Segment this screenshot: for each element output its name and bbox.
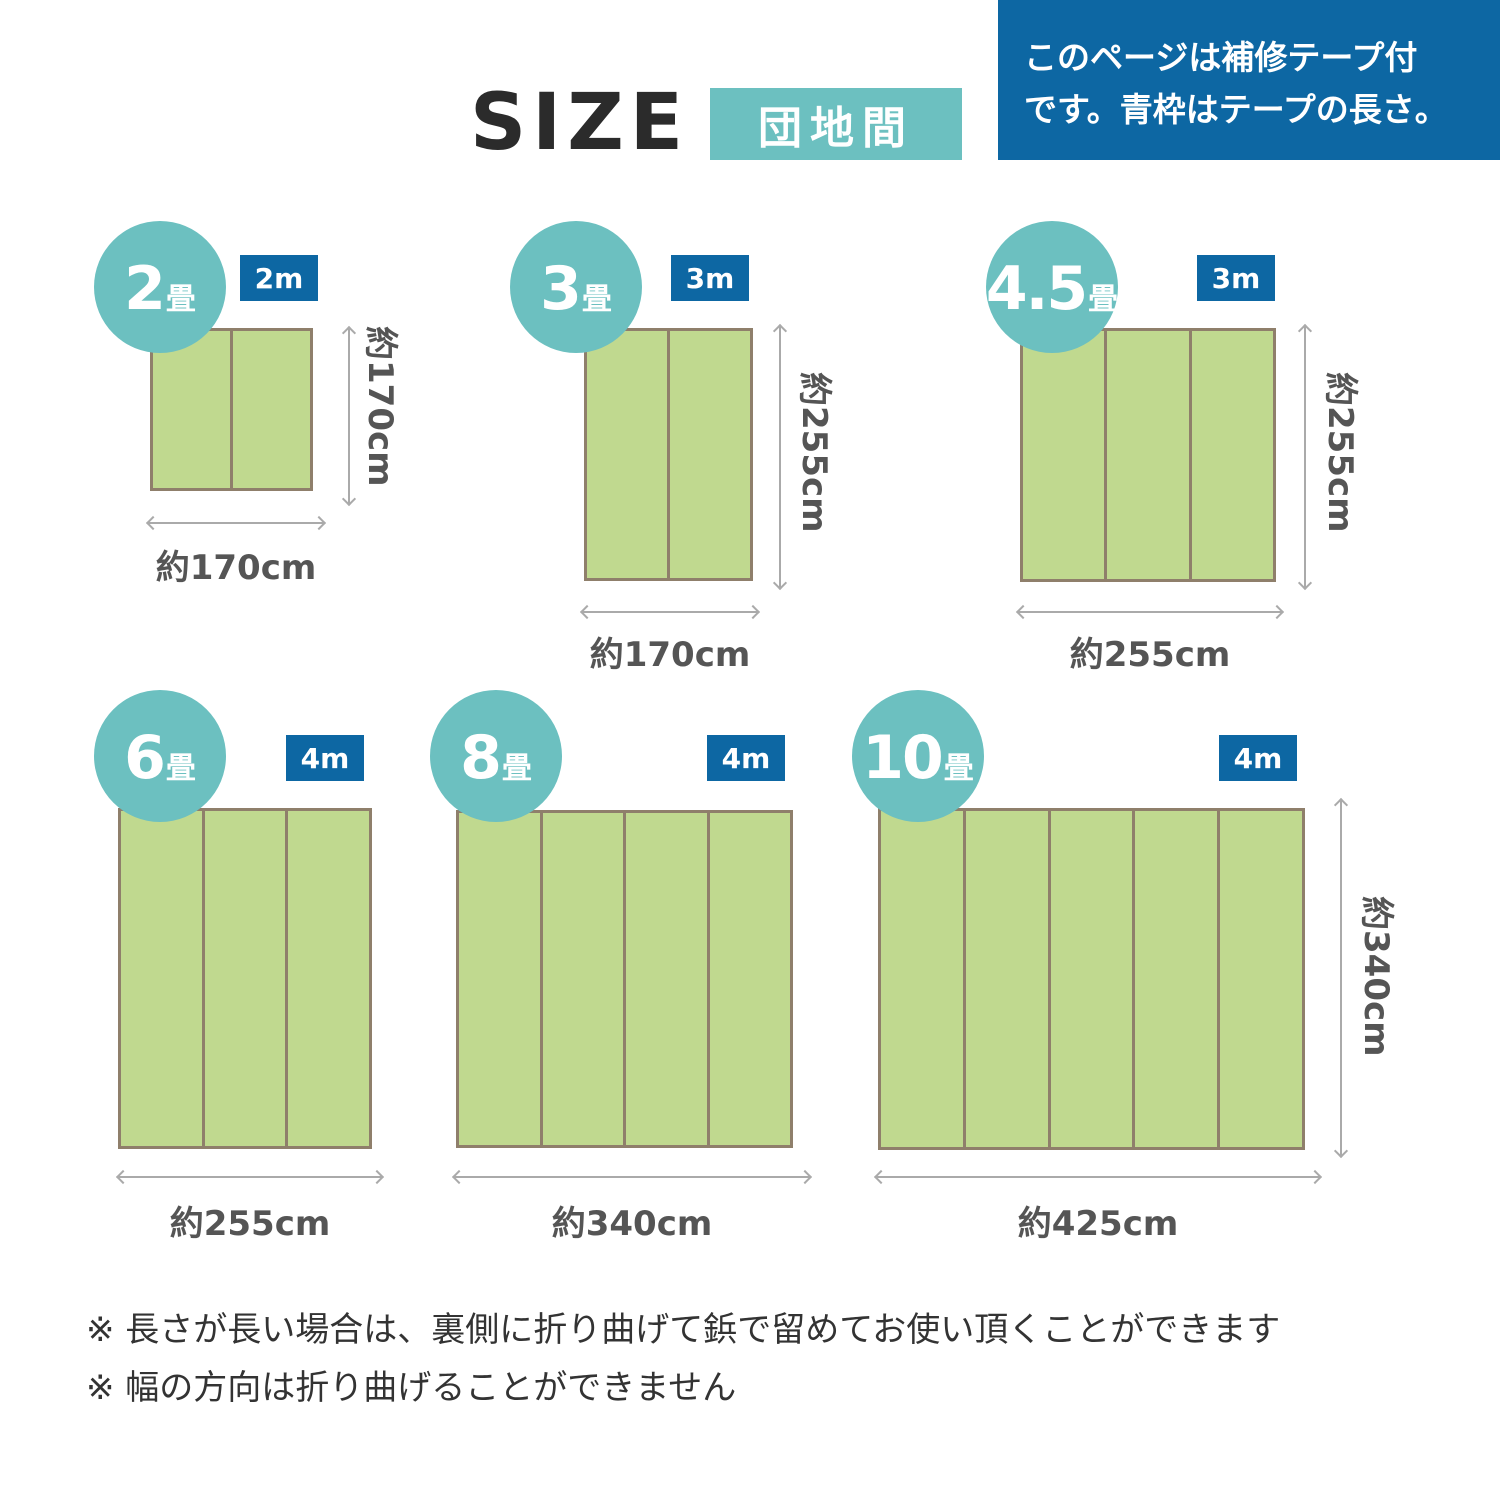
tatami-mat <box>878 808 1305 1150</box>
jo-count-number: 3 <box>540 254 582 324</box>
footnote-no-fold-width: ※ 幅の方向は折り曲げることができません <box>86 1368 737 1408</box>
mat-panel <box>1220 811 1302 1147</box>
jo-count-badge: 4.5 畳 <box>986 221 1118 353</box>
footnote-fold-length: ※ 長さが長い場合は、裏側に折り曲げて鋲で留めてお使い頂くことができます <box>86 1310 1281 1350</box>
jo-count-number: 2 <box>124 254 166 324</box>
tape-length-badge: 2m <box>240 255 318 301</box>
tatami-mat <box>1020 328 1276 582</box>
height-label: 約170cm <box>360 326 400 487</box>
tape-length-badge: 3m <box>1197 255 1275 301</box>
tape-note-line-2: です。青枠はテープの長さ。 <box>1024 90 1448 129</box>
jo-count-number: 6 <box>124 723 166 793</box>
mat-panel <box>587 331 670 578</box>
width-label: 約170cm <box>155 548 317 588</box>
width-arrow <box>454 1176 810 1178</box>
mat-panel <box>459 813 543 1145</box>
page-title: SIZE <box>470 78 690 168</box>
tape-note-box: このページは補修テープ付 です。青枠はテープの長さ。 <box>998 0 1500 160</box>
mat-panel <box>1192 331 1273 579</box>
jo-unit: 畳 <box>1088 282 1119 317</box>
width-label: 約255cm <box>169 1204 331 1244</box>
tape-note-line-1: このページは補修テープ付 <box>1024 38 1418 77</box>
width-label: 約425cm <box>1017 1204 1179 1244</box>
width-label: 約170cm <box>589 635 751 675</box>
height-arrow <box>1304 326 1306 588</box>
height-arrow <box>779 326 781 588</box>
width-arrow <box>148 522 324 524</box>
mat-panel <box>1107 331 1192 579</box>
jo-unit: 畳 <box>501 751 532 786</box>
tatami-mat <box>456 810 793 1148</box>
width-arrow <box>118 1176 382 1178</box>
tatami-mat <box>150 328 313 491</box>
width-arrow <box>582 611 758 613</box>
jo-unit: 畳 <box>165 751 196 786</box>
mat-panel <box>205 811 289 1146</box>
mat-panel <box>288 811 369 1146</box>
mat-panel <box>153 331 233 488</box>
height-arrow <box>348 328 350 504</box>
width-arrow <box>876 1176 1320 1178</box>
jo-count-number: 10 <box>862 723 943 793</box>
size-type-badge: 団地間 <box>710 88 962 160</box>
mat-panel <box>1023 331 1108 579</box>
jo-unit: 畳 <box>581 282 612 317</box>
width-arrow <box>1018 611 1282 613</box>
jo-unit: 畳 <box>165 282 196 317</box>
height-label: 約255cm <box>794 372 834 533</box>
mat-panel <box>626 813 710 1145</box>
jo-count-number: 4.5 <box>985 254 1088 324</box>
width-label: 約255cm <box>1069 635 1231 675</box>
mat-panel <box>670 331 750 578</box>
jo-unit: 畳 <box>943 751 974 786</box>
mat-panel <box>121 811 205 1146</box>
mat-panel <box>1135 811 1221 1147</box>
tape-length-badge: 3m <box>671 255 749 301</box>
tatami-mat <box>118 808 372 1149</box>
width-label: 約340cm <box>551 1204 713 1244</box>
height-label: 約255cm <box>1320 372 1360 533</box>
jo-count-badge: 10 畳 <box>852 690 984 822</box>
mat-panel <box>710 813 791 1145</box>
tape-length-badge: 4m <box>286 735 364 781</box>
mat-panel <box>543 813 626 1145</box>
height-arrow <box>1340 800 1342 1156</box>
jo-count-number: 8 <box>460 723 502 793</box>
tape-length-badge: 4m <box>1219 735 1297 781</box>
tape-length-badge: 4m <box>707 735 785 781</box>
mat-panel <box>1051 811 1136 1147</box>
height-label: 約340cm <box>1356 896 1396 1057</box>
mat-panel <box>966 811 1051 1147</box>
tatami-mat <box>584 328 753 581</box>
mat-panel <box>233 331 310 488</box>
mat-panel <box>881 811 966 1147</box>
